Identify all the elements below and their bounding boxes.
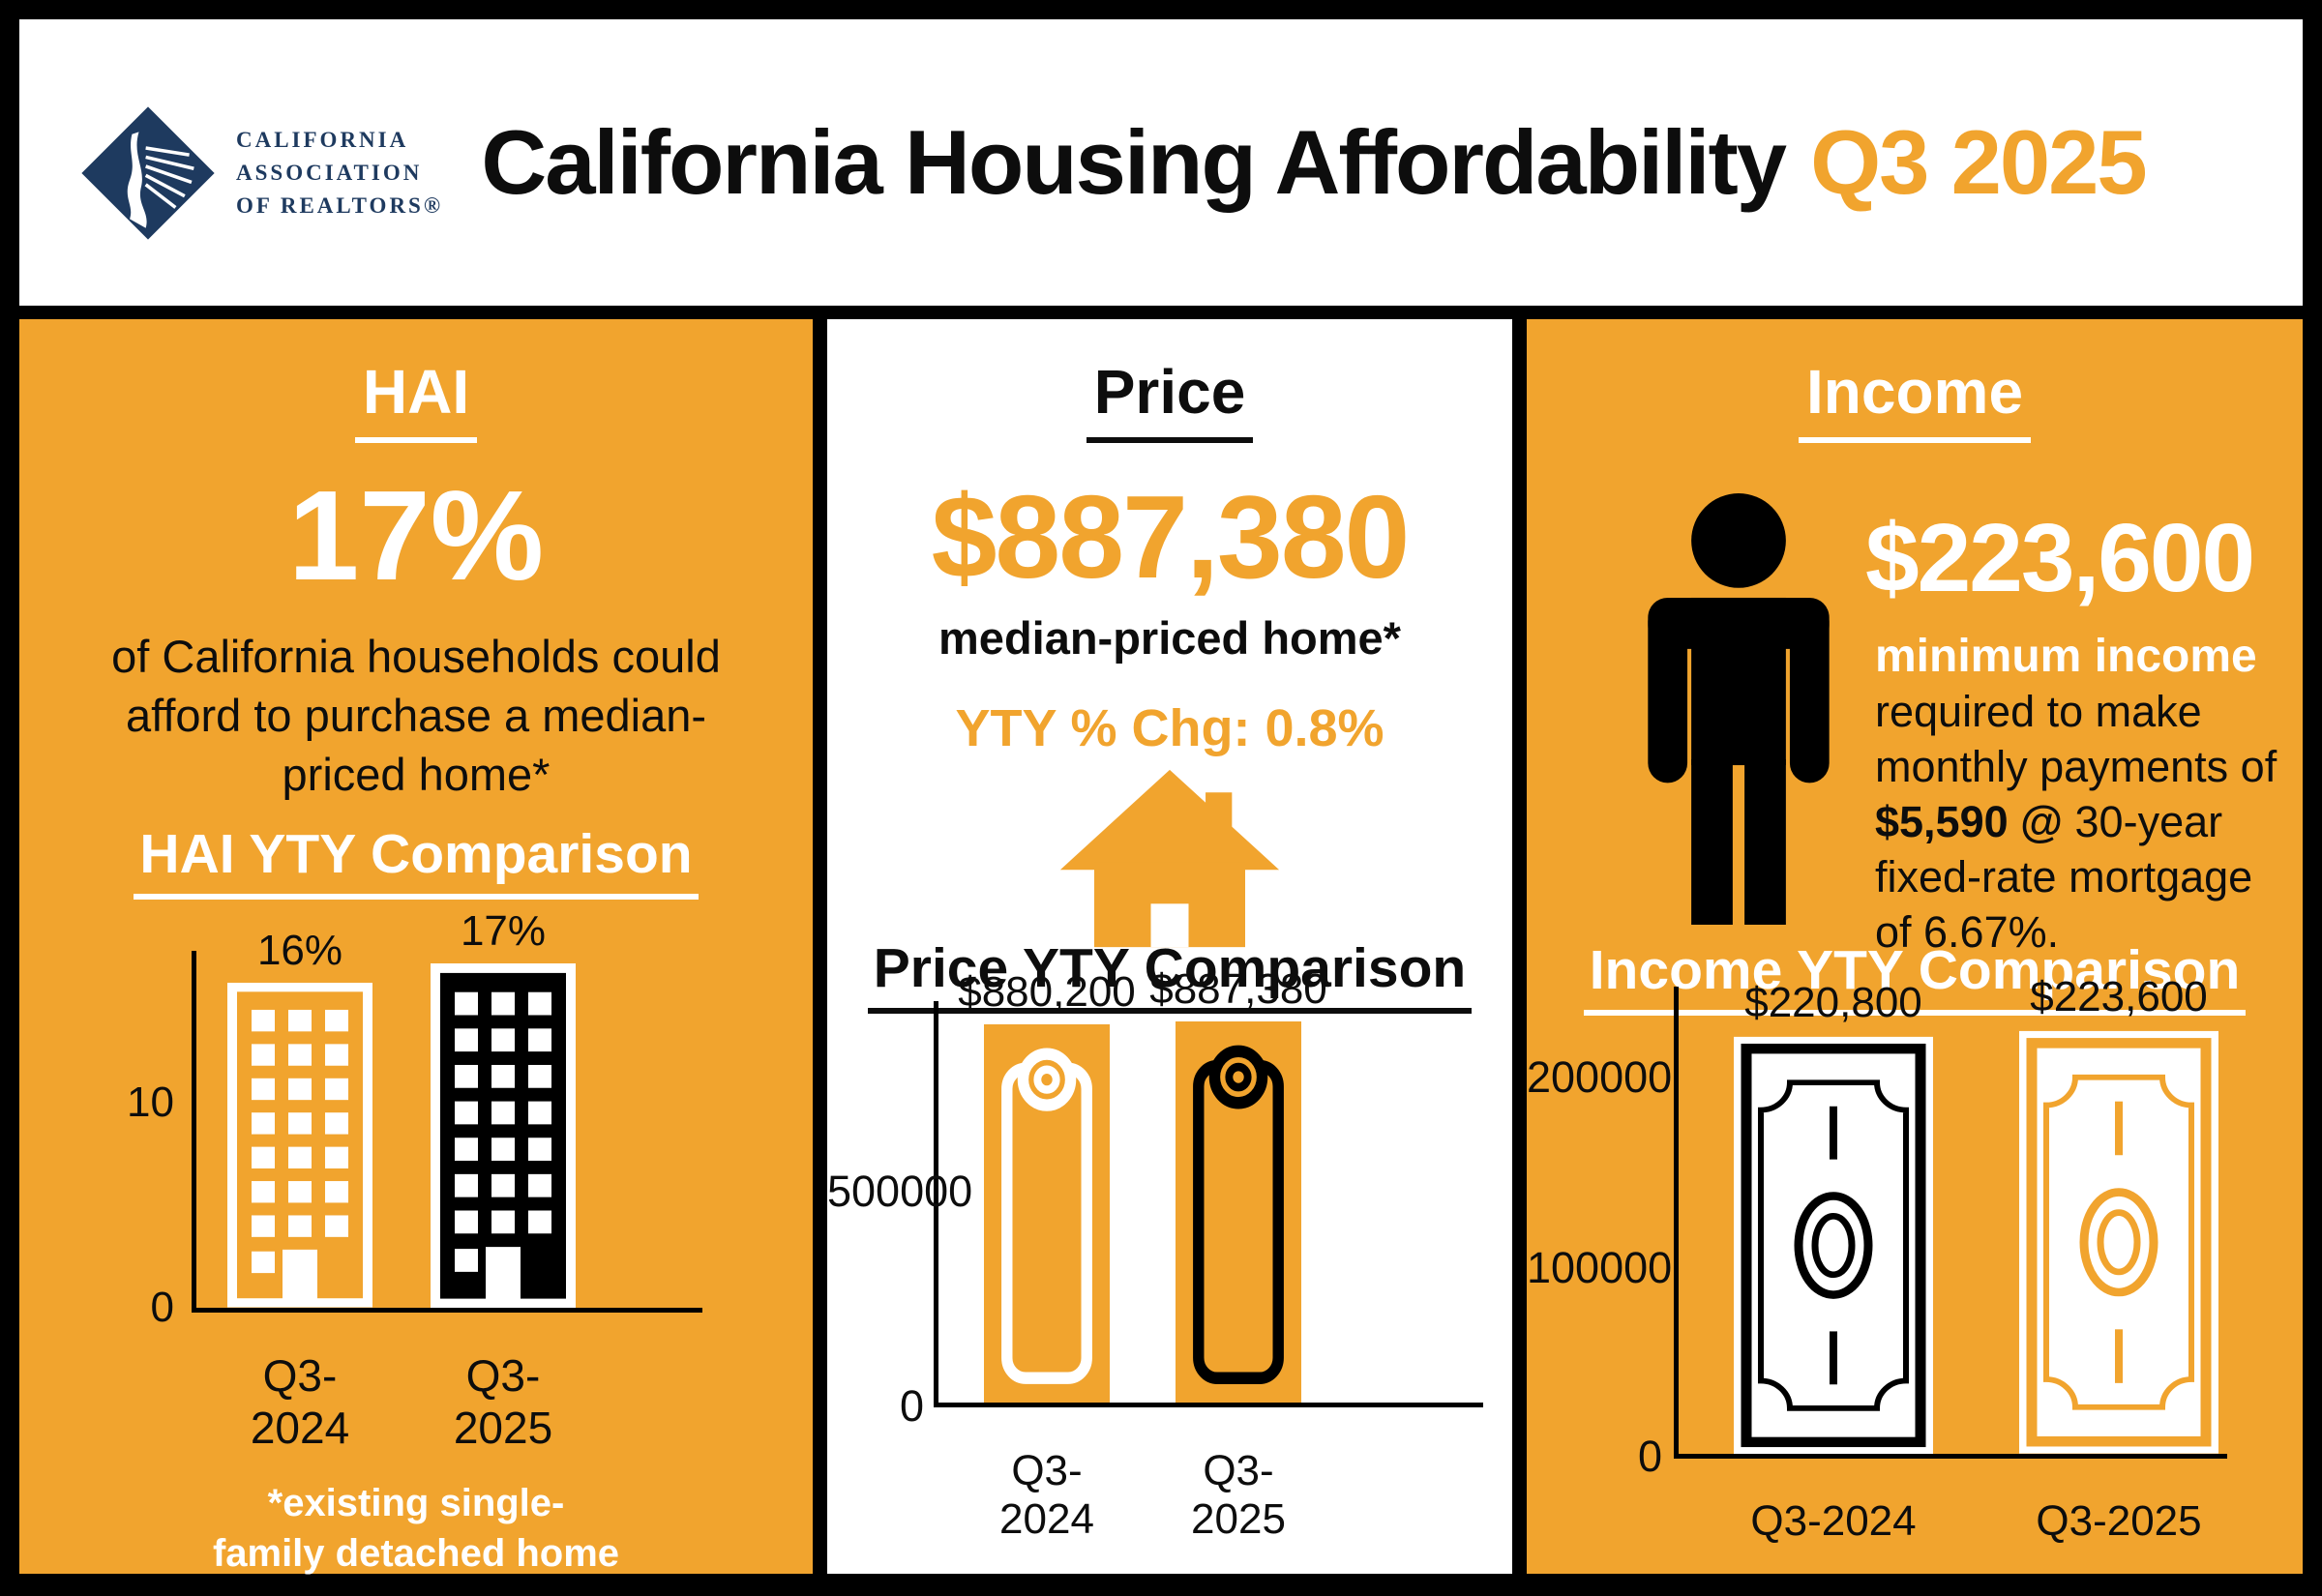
income-ytick-100000: 100000 xyxy=(1527,1243,1673,1292)
hai-chart-plot: 16% xyxy=(196,907,696,1308)
price-cat-2024: Q3-2024 xyxy=(999,1447,1094,1543)
income-bar-q3-2024: $220,800 xyxy=(1732,979,1935,1456)
price-chart-x-axis xyxy=(934,1403,1483,1407)
dollar-bill-icon xyxy=(1734,1036,1933,1455)
price-section-title: Price xyxy=(827,356,1512,443)
page-title-quarter: Q3 2025 xyxy=(1810,111,2148,213)
price-bar-q3-2024: $880,200 xyxy=(958,968,1136,1404)
dollar-bill-icon xyxy=(2019,1031,2218,1455)
income-bar-value-2024: $220,800 xyxy=(1744,978,1922,1026)
price-subtitle: median-priced home* xyxy=(938,612,1401,664)
logo-line2: ASSOCIATION xyxy=(236,161,423,185)
house-icon xyxy=(1059,769,1280,948)
price-ytick-500000: 500000 xyxy=(827,1167,973,1216)
income-cat-2024: Q3-2024 xyxy=(1750,1497,1917,1545)
hai-yty-chart: 10 0 16% xyxy=(19,907,813,1453)
page-title: California Housing Affordability Q3 2025 xyxy=(339,19,2288,306)
hai-ytick-0: 0 xyxy=(150,1284,174,1331)
income-yty-chart: 200000 100000 0 $220,800 xyxy=(1527,967,2303,1567)
income-bar-value-2025: $223,600 xyxy=(2030,973,2208,1021)
income-chart-y-axis xyxy=(1674,987,1679,1459)
price-cat-2025: Q3-2025 xyxy=(1191,1447,1286,1543)
income-big-value: $223,600 xyxy=(1865,504,2255,612)
price-tag-icon xyxy=(1001,1048,1092,1385)
hai-panel: HAI 17% of California households could a… xyxy=(19,319,813,1575)
hai-chart-x-axis xyxy=(192,1308,702,1313)
price-bar-value-2025: $887,380 xyxy=(1149,965,1327,1014)
building-icon xyxy=(431,962,576,1308)
income-cat-2025: Q3-2025 xyxy=(2036,1497,2202,1545)
income-bar-q3-2025: $223,600 xyxy=(2017,973,2220,1456)
income-ytick-200000: 200000 xyxy=(1527,1052,1673,1102)
price-chart-y-axis xyxy=(934,1001,938,1407)
page-title-main: California Housing Affordability xyxy=(481,111,1787,213)
hai-bar-q3-2025: 17% xyxy=(431,907,576,1308)
price-chart-title: Price YTY Comparison xyxy=(827,936,1512,1014)
income-panel: Income $223,600 minimum income required … xyxy=(1527,319,2303,1574)
price-ytick-0: 0 xyxy=(899,1381,924,1431)
hai-ytick-10: 10 xyxy=(127,1079,174,1126)
hai-bar-value-2025: 17% xyxy=(460,906,547,955)
income-ytick-0: 0 xyxy=(1637,1432,1662,1481)
car-logo-diamond-icon xyxy=(81,106,215,240)
income-desc-line6: of 6.67%. xyxy=(1875,907,2060,957)
income-desc-line4: $5,590 @ 30-year xyxy=(1875,797,2223,846)
hai-cat-2025: Q3-2025 xyxy=(453,1350,553,1453)
price-bar-value-2024: $880,200 xyxy=(958,968,1136,1017)
hai-cat-2024: Q3-2024 xyxy=(250,1350,350,1453)
car-logo-text: CALIFORNIA ASSOCIATION OF REALTORS® xyxy=(236,124,443,222)
income-desc-line3: monthly payments of xyxy=(1875,742,2277,791)
income-desc-line5: fixed-rate mortgage xyxy=(1875,852,2253,901)
logo-line1: CALIFORNIA xyxy=(236,128,409,152)
income-section-title: Income xyxy=(1527,356,2303,443)
income-desc-line1: minimum income xyxy=(1875,631,2257,682)
hai-description: of California households could afford to… xyxy=(111,631,721,801)
car-logo: CALIFORNIA ASSOCIATION OF REALTORS® xyxy=(79,104,443,242)
hai-bar-value-2024: 16% xyxy=(256,927,343,975)
income-chart-plot: $220,800 $223,600 xyxy=(1678,973,2218,1456)
hai-section-title: HAI xyxy=(19,356,813,443)
price-chart-plot: $880,200 $887,380 xyxy=(938,965,1479,1404)
income-chart-x-axis xyxy=(1674,1454,2227,1459)
price-panel: Price $887,380 median-priced home* YTY %… xyxy=(827,319,1512,1574)
price-bar-q3-2025: $887,380 xyxy=(1149,965,1327,1404)
hai-chart-y-axis xyxy=(192,951,196,1313)
building-icon xyxy=(227,983,372,1308)
header: CALIFORNIA ASSOCIATION OF REALTORS® Cali… xyxy=(19,19,2303,306)
price-yty-chart: 500000 0 $880,200 $887,380 xyxy=(827,965,1512,1543)
logo-line3: OF REALTORS® xyxy=(236,193,444,218)
income-description: minimum income required to make monthly … xyxy=(1875,629,2291,960)
price-big-value: $887,380 xyxy=(931,471,1411,603)
person-icon xyxy=(1648,493,1830,925)
hai-footnote: *existing single- family detached home xyxy=(212,1482,620,1575)
hai-big-value: 17% xyxy=(287,464,545,606)
hai-chart-title: HAI YTY Comparison xyxy=(19,822,813,900)
price-yty-change: YTY % Chg: 0.8% xyxy=(955,699,1384,757)
hai-bar-q3-2024: 16% xyxy=(227,927,372,1308)
price-tag-icon xyxy=(1193,1045,1284,1385)
income-chart-title: Income YTY Comparison xyxy=(1527,938,2303,1016)
income-desc-line2: required to make xyxy=(1875,687,2202,736)
